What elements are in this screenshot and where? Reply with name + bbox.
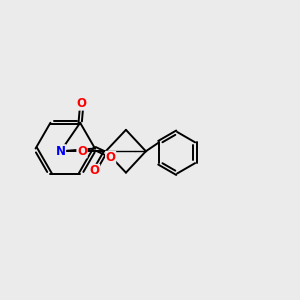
Text: O: O bbox=[77, 97, 87, 110]
Text: N: N bbox=[56, 145, 66, 158]
Text: O: O bbox=[77, 145, 87, 158]
Text: O: O bbox=[90, 164, 100, 178]
Text: O: O bbox=[106, 152, 116, 164]
